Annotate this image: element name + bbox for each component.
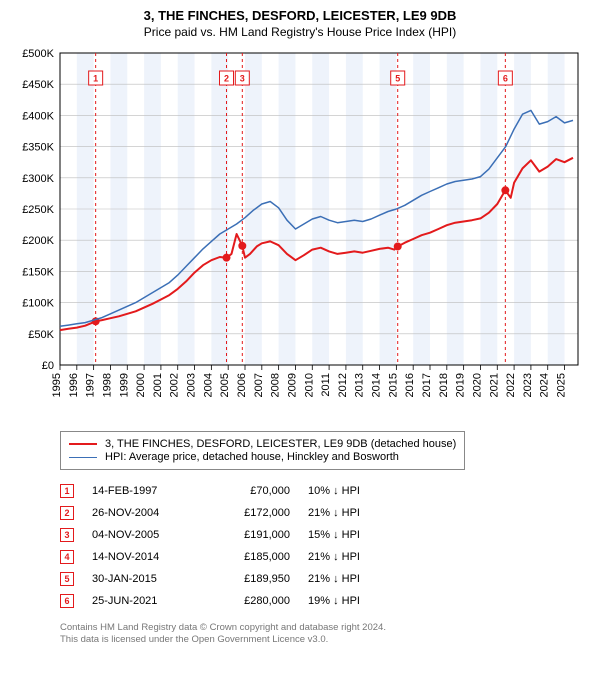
svg-text:2005: 2005: [219, 373, 231, 397]
svg-text:2010: 2010: [303, 373, 315, 397]
transaction-date: 26-NOV-2004: [92, 507, 192, 519]
transaction-row: 5 30-JAN-2015 £189,950 21% ↓ HPI: [60, 568, 582, 590]
svg-text:2018: 2018: [438, 373, 450, 397]
svg-text:£150K: £150K: [22, 266, 54, 278]
title-block: 3, THE FINCHES, DESFORD, LEICESTER, LE9 …: [12, 8, 588, 39]
svg-text:1998: 1998: [101, 373, 113, 397]
transaction-marker: 2: [60, 506, 74, 520]
transaction-row: 2 26-NOV-2004 £172,000 21% ↓ HPI: [60, 502, 582, 524]
svg-text:2020: 2020: [471, 373, 483, 397]
svg-text:£100K: £100K: [22, 298, 54, 310]
svg-text:1: 1: [93, 74, 98, 84]
footer-line: Contains HM Land Registry data © Crown c…: [60, 622, 582, 634]
svg-text:1996: 1996: [68, 373, 80, 397]
svg-text:£300K: £300K: [22, 173, 54, 185]
legend-label: 3, THE FINCHES, DESFORD, LEICESTER, LE9 …: [105, 438, 456, 450]
svg-text:1995: 1995: [51, 373, 63, 397]
svg-text:2011: 2011: [320, 373, 332, 397]
footer: Contains HM Land Registry data © Crown c…: [60, 622, 582, 647]
transaction-row: 3 04-NOV-2005 £191,000 15% ↓ HPI: [60, 524, 582, 546]
svg-text:2009: 2009: [286, 373, 298, 397]
transaction-diff: 10% ↓ HPI: [308, 485, 408, 497]
legend-swatch: [69, 457, 97, 458]
transactions-table: 1 14-FEB-1997 £70,000 10% ↓ HPI 2 26-NOV-2004…: [60, 480, 582, 612]
legend-row: 3, THE FINCHES, DESFORD, LEICESTER, LE9 …: [69, 438, 456, 450]
transaction-date: 25-JUN-2021: [92, 595, 192, 607]
svg-text:2001: 2001: [152, 373, 164, 397]
svg-text:2016: 2016: [404, 373, 416, 397]
svg-text:2013: 2013: [354, 373, 366, 397]
transaction-date: 30-JAN-2015: [92, 573, 192, 585]
svg-text:£400K: £400K: [22, 110, 54, 122]
svg-text:2024: 2024: [539, 373, 551, 397]
chart-container: 3, THE FINCHES, DESFORD, LEICESTER, LE9 …: [0, 0, 600, 680]
svg-text:2015: 2015: [387, 373, 399, 397]
svg-text:2006: 2006: [236, 373, 248, 397]
svg-text:£500K: £500K: [22, 48, 54, 60]
legend-label: HPI: Average price, detached house, Hinc…: [105, 451, 399, 463]
transaction-price: £189,950: [210, 573, 290, 585]
svg-text:2003: 2003: [186, 373, 198, 397]
svg-text:2023: 2023: [522, 373, 534, 397]
svg-text:2019: 2019: [455, 373, 467, 397]
svg-text:2021: 2021: [488, 373, 500, 397]
transaction-row: 6 25-JUN-2021 £280,000 19% ↓ HPI: [60, 590, 582, 612]
transaction-price: £172,000: [210, 507, 290, 519]
svg-text:£50K: £50K: [28, 329, 54, 341]
svg-text:£0: £0: [42, 360, 54, 372]
title-sub: Price paid vs. HM Land Registry's House …: [12, 25, 588, 39]
legend-row: HPI: Average price, detached house, Hinc…: [69, 451, 456, 463]
legend: 3, THE FINCHES, DESFORD, LEICESTER, LE9 …: [60, 431, 465, 470]
svg-text:2000: 2000: [135, 373, 147, 397]
svg-text:1999: 1999: [118, 373, 130, 397]
chart: £0 £50K £100K £150K £200K £250K £300K £350K £400…: [12, 45, 588, 425]
transaction-price: £70,000: [210, 485, 290, 497]
svg-text:£350K: £350K: [22, 142, 54, 154]
transaction-date: 14-FEB-1997: [92, 485, 192, 497]
chart-svg: £0 £50K £100K £150K £200K £250K £300K £350K £400…: [12, 45, 588, 425]
svg-text:2025: 2025: [556, 373, 568, 397]
transaction-price: £280,000: [210, 595, 290, 607]
legend-swatch: [69, 443, 97, 445]
svg-text:2022: 2022: [505, 373, 517, 397]
transaction-row: 4 14-NOV-2014 £185,000 21% ↓ HPI: [60, 546, 582, 568]
transaction-marker: 1: [60, 484, 74, 498]
svg-text:1997: 1997: [85, 373, 97, 397]
svg-text:2017: 2017: [421, 373, 433, 397]
svg-text:6: 6: [503, 74, 508, 84]
svg-text:5: 5: [395, 74, 400, 84]
transaction-diff: 15% ↓ HPI: [308, 529, 408, 541]
svg-text:2012: 2012: [337, 373, 349, 397]
svg-text:2002: 2002: [169, 373, 181, 397]
svg-text:2: 2: [224, 74, 229, 84]
transaction-diff: 21% ↓ HPI: [308, 507, 408, 519]
transaction-marker: 4: [60, 550, 74, 564]
transaction-price: £191,000: [210, 529, 290, 541]
svg-text:£200K: £200K: [22, 235, 54, 247]
transaction-date: 14-NOV-2014: [92, 551, 192, 563]
svg-text:2004: 2004: [202, 373, 214, 397]
svg-text:£450K: £450K: [22, 79, 54, 91]
transaction-row: 1 14-FEB-1997 £70,000 10% ↓ HPI: [60, 480, 582, 502]
transaction-price: £185,000: [210, 551, 290, 563]
transaction-date: 04-NOV-2005: [92, 529, 192, 541]
transaction-diff: 19% ↓ HPI: [308, 595, 408, 607]
transaction-diff: 21% ↓ HPI: [308, 551, 408, 563]
transaction-diff: 21% ↓ HPI: [308, 573, 408, 585]
svg-text:2007: 2007: [253, 373, 265, 397]
transaction-marker: 6: [60, 594, 74, 608]
svg-text:£250K: £250K: [22, 204, 54, 216]
title-main: 3, THE FINCHES, DESFORD, LEICESTER, LE9 …: [12, 8, 588, 23]
transaction-marker: 3: [60, 528, 74, 542]
svg-text:3: 3: [240, 74, 245, 84]
transaction-marker: 5: [60, 572, 74, 586]
footer-line: This data is licensed under the Open Gov…: [60, 634, 582, 646]
svg-text:2008: 2008: [270, 373, 282, 397]
svg-text:2014: 2014: [371, 373, 383, 397]
